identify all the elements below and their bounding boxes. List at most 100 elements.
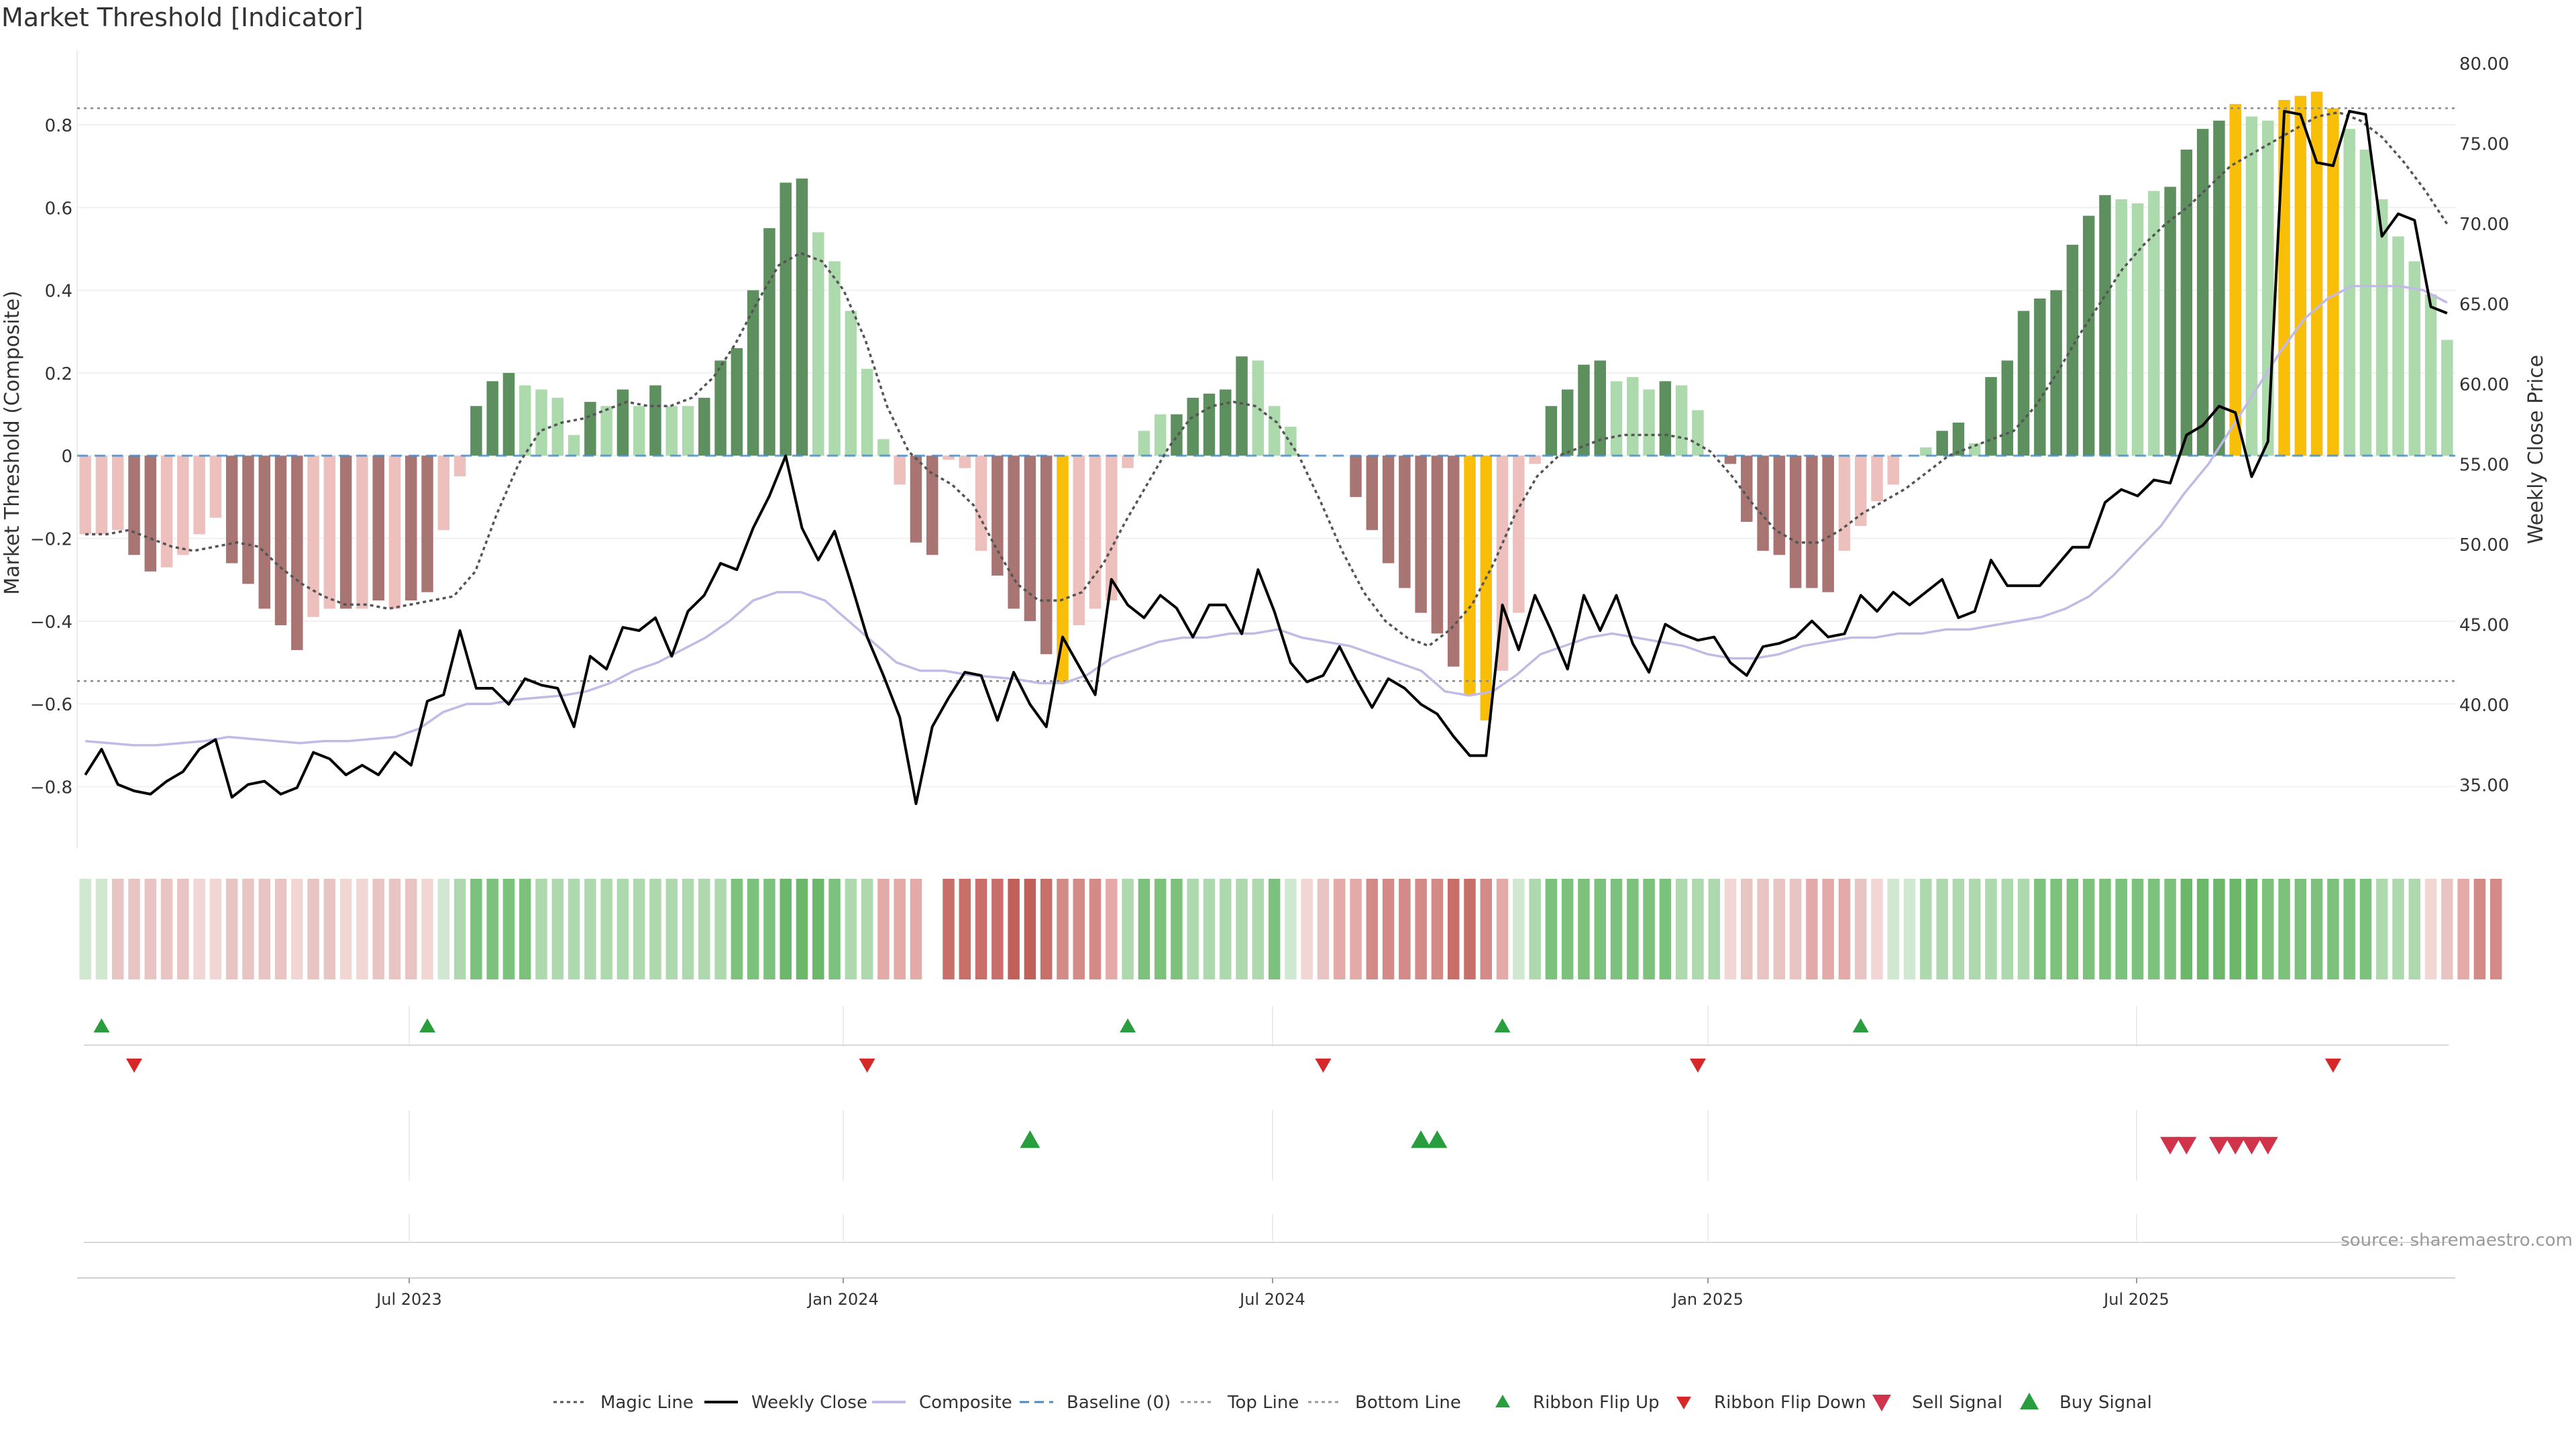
ribbon-cell xyxy=(2001,879,2014,979)
composite-bar xyxy=(421,455,433,592)
composite-bar xyxy=(519,385,531,456)
ribbon-cell xyxy=(1936,879,1948,979)
composite-bar xyxy=(747,290,759,456)
composite-bar xyxy=(2213,120,2225,456)
ribbon-flip-up-marker xyxy=(1852,1018,1869,1032)
ribbon-cell xyxy=(1627,879,1639,979)
ribbon-cell xyxy=(2196,879,2209,979)
ribbon-cell xyxy=(1203,879,1216,979)
composite-bar xyxy=(2034,298,2046,456)
ribbon-cell xyxy=(2327,879,2339,979)
composite-bar xyxy=(193,455,205,535)
ribbon-flip-up-marker xyxy=(93,1018,110,1032)
ribbon-cell xyxy=(877,879,890,979)
y-right-axis-label: Weekly Close Price xyxy=(2524,355,2548,544)
ribbon-cell xyxy=(160,879,173,979)
ribbon-cell xyxy=(1610,879,1623,979)
composite-bar xyxy=(95,455,108,535)
ribbon-cell xyxy=(2213,879,2225,979)
composite-bar xyxy=(780,182,792,456)
composite-bar xyxy=(649,385,661,456)
composite-bar xyxy=(1122,455,1134,468)
composite-bar xyxy=(2408,261,2421,456)
ribbon-cell xyxy=(747,879,759,979)
composite-bar xyxy=(1073,455,1085,626)
composite-bar xyxy=(1578,364,1590,456)
ribbon-cell xyxy=(780,879,792,979)
composite-bar xyxy=(1789,455,1802,588)
ribbon-cell xyxy=(861,879,873,979)
ribbon-cell xyxy=(1040,879,1053,979)
composite-bar xyxy=(1057,455,1069,684)
ribbon-cell xyxy=(242,879,254,979)
composite-bar xyxy=(225,455,238,564)
legend-label: Composite xyxy=(919,1393,1012,1413)
sell-signal-marker xyxy=(2160,1136,2181,1155)
composite-bar xyxy=(258,455,270,609)
ribbon-cell xyxy=(2457,879,2469,979)
composite-bar xyxy=(2245,116,2258,456)
composite-bar xyxy=(894,455,906,485)
ribbon-cell xyxy=(291,879,303,979)
ribbon-cell xyxy=(1675,879,1688,979)
ribbon-cell xyxy=(1887,879,1900,979)
ribbon-cell xyxy=(894,879,906,979)
composite-bar xyxy=(2424,294,2437,456)
composite-bar xyxy=(551,397,564,456)
ribbon-cell xyxy=(796,879,808,979)
y-left-tick-label: −0.6 xyxy=(30,695,72,715)
buy-signal-marker xyxy=(1411,1130,1432,1148)
ribbon-cell xyxy=(1871,879,1883,979)
composite-bar xyxy=(2343,129,2355,456)
composite-bar xyxy=(877,439,890,456)
composite-bar xyxy=(307,455,319,617)
ribbon-cell xyxy=(2408,879,2421,979)
ribbon-cell xyxy=(1220,879,1232,979)
ribbon-cell xyxy=(600,879,612,979)
ribbon-cell xyxy=(1089,879,1102,979)
composite-bar xyxy=(111,455,124,531)
ribbon-cell xyxy=(1692,879,1704,979)
composite-bar xyxy=(2441,339,2453,456)
ribbon-cell xyxy=(388,879,401,979)
composite-bar xyxy=(388,455,401,609)
y-left-tick-label: 0 xyxy=(61,447,72,467)
legend-item: Composite xyxy=(872,1393,1012,1413)
ribbon-cell xyxy=(2375,879,2388,979)
composite-bar xyxy=(1203,393,1216,456)
ribbon-cell xyxy=(1447,879,1460,979)
ribbon-cell xyxy=(2148,879,2160,979)
ribbon-flip-down-marker xyxy=(859,1059,875,1073)
ribbon-cell xyxy=(470,879,482,979)
ribbon-flip-down-marker xyxy=(1689,1059,1706,1073)
composite-bar xyxy=(470,406,482,456)
composite-bar xyxy=(861,368,873,456)
composite-bar xyxy=(959,455,971,468)
ribbon-cell xyxy=(405,879,417,979)
ribbon-cell xyxy=(1659,879,1672,979)
legend-label: Top Line xyxy=(1227,1393,1299,1413)
ribbon-cell xyxy=(1008,879,1020,979)
ribbon-cell xyxy=(193,879,205,979)
ribbon-cell xyxy=(1773,879,1786,979)
composite-bar xyxy=(1008,455,1020,609)
ribbon-flip-down-marker xyxy=(1315,1059,1332,1073)
y-left-tick-label: 0.6 xyxy=(45,199,72,219)
composite-bar xyxy=(1675,385,1688,456)
ribbon-cell xyxy=(437,879,450,979)
ribbon-cell xyxy=(1285,879,1297,979)
ribbon-cell xyxy=(2392,879,2404,979)
composite-bar xyxy=(2164,186,2176,456)
ribbon-cell xyxy=(1952,879,1965,979)
composite-bar xyxy=(2148,191,2160,456)
composite-bar xyxy=(633,406,645,456)
composite-bar xyxy=(535,389,547,456)
composite-bar xyxy=(1952,422,1965,456)
composite-bar xyxy=(1871,455,1883,502)
composite-bar xyxy=(1936,431,1948,456)
ribbon-cell xyxy=(2017,879,2030,979)
ribbon-cell xyxy=(111,879,124,979)
ribbon-cell xyxy=(1561,879,1574,979)
ribbon-cell xyxy=(1382,879,1395,979)
composite-bar xyxy=(1447,455,1460,667)
